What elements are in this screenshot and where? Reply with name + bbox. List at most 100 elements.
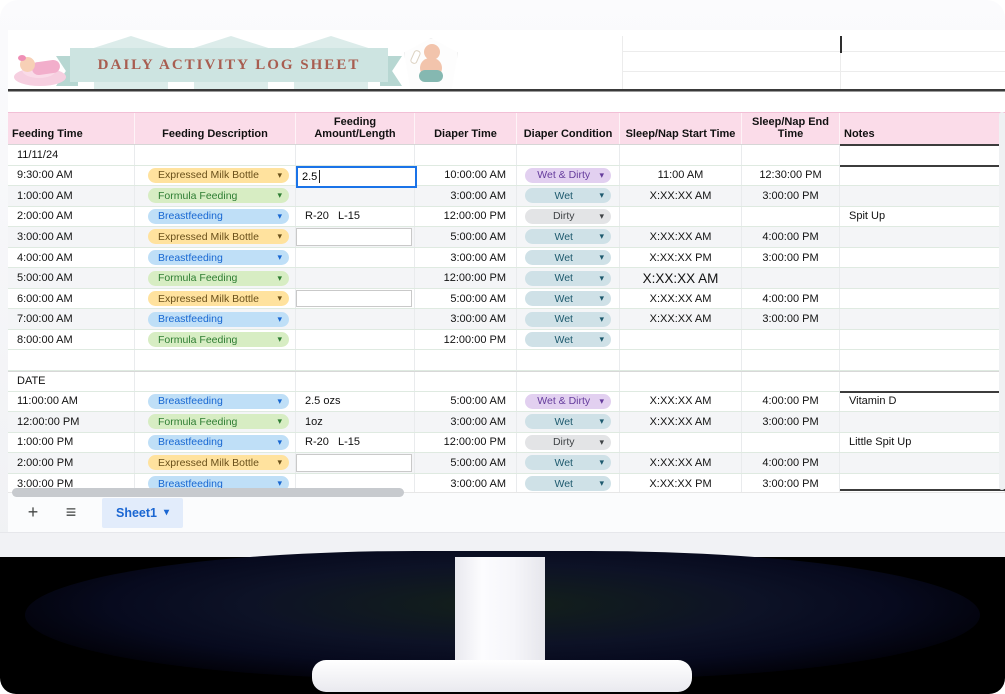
cell[interactable]: X:XX:XX AM bbox=[620, 391, 742, 412]
cell[interactable] bbox=[742, 145, 840, 165]
cell[interactable]: 2:00:00 PM bbox=[8, 453, 135, 473]
cell[interactable]: Wet & Dirty ▾ bbox=[517, 391, 620, 412]
cell[interactable]: Expressed Milk Bottle ▾ bbox=[135, 165, 296, 186]
add-sheet-button[interactable]: + bbox=[20, 500, 46, 526]
cell[interactable]: 11/11/24 bbox=[8, 145, 135, 165]
cell[interactable] bbox=[296, 247, 415, 268]
cell[interactable] bbox=[415, 145, 517, 165]
cell[interactable]: 2.5 ozs bbox=[296, 391, 415, 412]
cell[interactable]: 2:00:00 AM bbox=[8, 206, 135, 227]
cell[interactable]: Little Spit Up bbox=[840, 432, 1005, 453]
cell[interactable]: R-20 L-15 bbox=[296, 432, 415, 453]
cell[interactable]: 11:00:00 AM bbox=[8, 391, 135, 412]
cell[interactable] bbox=[840, 350, 1005, 371]
cell[interactable]: 3:00:00 AM bbox=[415, 247, 517, 268]
dropdown-chip[interactable]: Breastfeeding ▾ bbox=[148, 393, 289, 409]
cell[interactable] bbox=[742, 329, 840, 350]
cell[interactable]: Spit Up bbox=[840, 206, 1005, 227]
cell[interactable] bbox=[517, 350, 620, 371]
cell[interactable]: Wet ▾ bbox=[517, 288, 620, 309]
cell[interactable] bbox=[620, 372, 742, 391]
cell[interactable] bbox=[296, 350, 415, 371]
cell[interactable] bbox=[742, 268, 840, 288]
cell[interactable]: Wet ▾ bbox=[517, 268, 620, 288]
cell[interactable]: X:XX:XX AM bbox=[620, 227, 742, 247]
cell[interactable]: 3:00:00 AM bbox=[8, 227, 135, 247]
cell[interactable]: X:XX:XX AM bbox=[620, 453, 742, 473]
cell[interactable]: 3:00:00 AM bbox=[415, 309, 517, 329]
vertical-scrollbar[interactable] bbox=[999, 112, 1005, 490]
cell[interactable]: 12:00:00 PM bbox=[415, 268, 517, 288]
cell[interactable]: Wet ▾ bbox=[517, 309, 620, 329]
cell[interactable]: Formula Feeding ▾ bbox=[135, 268, 296, 288]
cell[interactable] bbox=[840, 372, 1005, 391]
dropdown-chip[interactable]: Breastfeeding ▾ bbox=[148, 311, 289, 327]
cell[interactable]: 3:00:00 PM bbox=[742, 309, 840, 329]
cell[interactable] bbox=[135, 372, 296, 391]
cell[interactable] bbox=[840, 309, 1005, 329]
cell[interactable]: Expressed Milk Bottle ▾ bbox=[135, 453, 296, 473]
cell[interactable] bbox=[620, 432, 742, 453]
cell[interactable]: 12:00:00 PM bbox=[415, 432, 517, 453]
cell[interactable]: Breastfeeding ▾ bbox=[135, 432, 296, 453]
dropdown-chip[interactable]: Formula Feeding ▾ bbox=[148, 414, 289, 430]
cell[interactable] bbox=[840, 247, 1005, 268]
dropdown-chip[interactable]: Wet ▾ bbox=[525, 332, 611, 348]
bordered-empty-cell[interactable] bbox=[296, 454, 412, 472]
dropdown-chip[interactable]: Wet & Dirty ▾ bbox=[525, 167, 611, 183]
horizontal-scrollbar[interactable] bbox=[12, 488, 404, 497]
dropdown-chip[interactable]: Wet ▾ bbox=[525, 455, 611, 471]
cell[interactable] bbox=[517, 372, 620, 391]
cell[interactable]: 3:00:00 PM bbox=[742, 247, 840, 268]
cell[interactable] bbox=[517, 145, 620, 165]
cell[interactable] bbox=[840, 227, 1005, 247]
cell[interactable] bbox=[296, 453, 415, 473]
cell[interactable]: 3:00:00 PM bbox=[742, 473, 840, 492]
sheet-tab[interactable]: Sheet1 ▾ bbox=[102, 497, 184, 528]
cell[interactable]: Breastfeeding ▾ bbox=[135, 206, 296, 227]
cell[interactable]: Dirty ▾ bbox=[517, 206, 620, 227]
cell[interactable]: X:XX:XX AM bbox=[620, 288, 742, 309]
dropdown-chip[interactable]: Wet ▾ bbox=[525, 250, 611, 265]
cell[interactable]: 3:00:00 AM bbox=[415, 186, 517, 206]
cell[interactable]: 4:00:00 PM bbox=[742, 227, 840, 247]
cell[interactable]: Wet ▾ bbox=[517, 453, 620, 473]
cell[interactable]: 1:00:00 AM bbox=[8, 186, 135, 206]
dropdown-chip[interactable]: Breastfeeding ▾ bbox=[148, 476, 289, 492]
dropdown-chip[interactable]: Breastfeeding ▾ bbox=[148, 434, 289, 450]
cell[interactable]: Formula Feeding ▾ bbox=[135, 412, 296, 432]
dropdown-chip[interactable]: Formula Feeding ▾ bbox=[148, 188, 289, 204]
cell[interactable]: Formula Feeding ▾ bbox=[135, 186, 296, 206]
cell[interactable] bbox=[296, 268, 415, 288]
cell[interactable]: 12:00:00 PM bbox=[8, 412, 135, 432]
cell[interactable] bbox=[840, 186, 1005, 206]
cell[interactable] bbox=[840, 288, 1005, 309]
cell[interactable] bbox=[742, 350, 840, 371]
cell[interactable]: 6:00:00 AM bbox=[8, 288, 135, 309]
cell[interactable] bbox=[840, 453, 1005, 473]
cell[interactable] bbox=[840, 329, 1005, 350]
cell[interactable]: X:XX:XX AM bbox=[620, 309, 742, 329]
cell[interactable]: Breastfeeding ▾ bbox=[135, 309, 296, 329]
cell[interactable] bbox=[620, 206, 742, 227]
cell[interactable] bbox=[296, 329, 415, 350]
dropdown-chip[interactable]: Expressed Milk Bottle ▾ bbox=[148, 167, 289, 183]
cell[interactable] bbox=[742, 432, 840, 453]
cell[interactable]: R-20 L-15 bbox=[296, 206, 415, 227]
cell[interactable]: 5:00:00 AM bbox=[415, 288, 517, 309]
cell[interactable] bbox=[296, 473, 415, 492]
cell[interactable]: Wet ▾ bbox=[517, 247, 620, 268]
cell[interactable] bbox=[296, 288, 415, 309]
cell[interactable]: 3:00:00 AM bbox=[415, 473, 517, 492]
cell[interactable] bbox=[415, 372, 517, 391]
cell[interactable] bbox=[135, 350, 296, 371]
cell[interactable]: 4:00:00 AM bbox=[8, 247, 135, 268]
cell[interactable] bbox=[135, 145, 296, 165]
cell[interactable] bbox=[415, 350, 517, 371]
cell[interactable]: X:XX:XX AM bbox=[620, 412, 742, 432]
cell[interactable] bbox=[296, 227, 415, 247]
cell[interactable] bbox=[296, 309, 415, 329]
cell[interactable]: Wet & Dirty ▾ bbox=[517, 165, 620, 186]
cell[interactable] bbox=[840, 412, 1005, 432]
cell[interactable]: Breastfeeding ▾ bbox=[135, 473, 296, 492]
